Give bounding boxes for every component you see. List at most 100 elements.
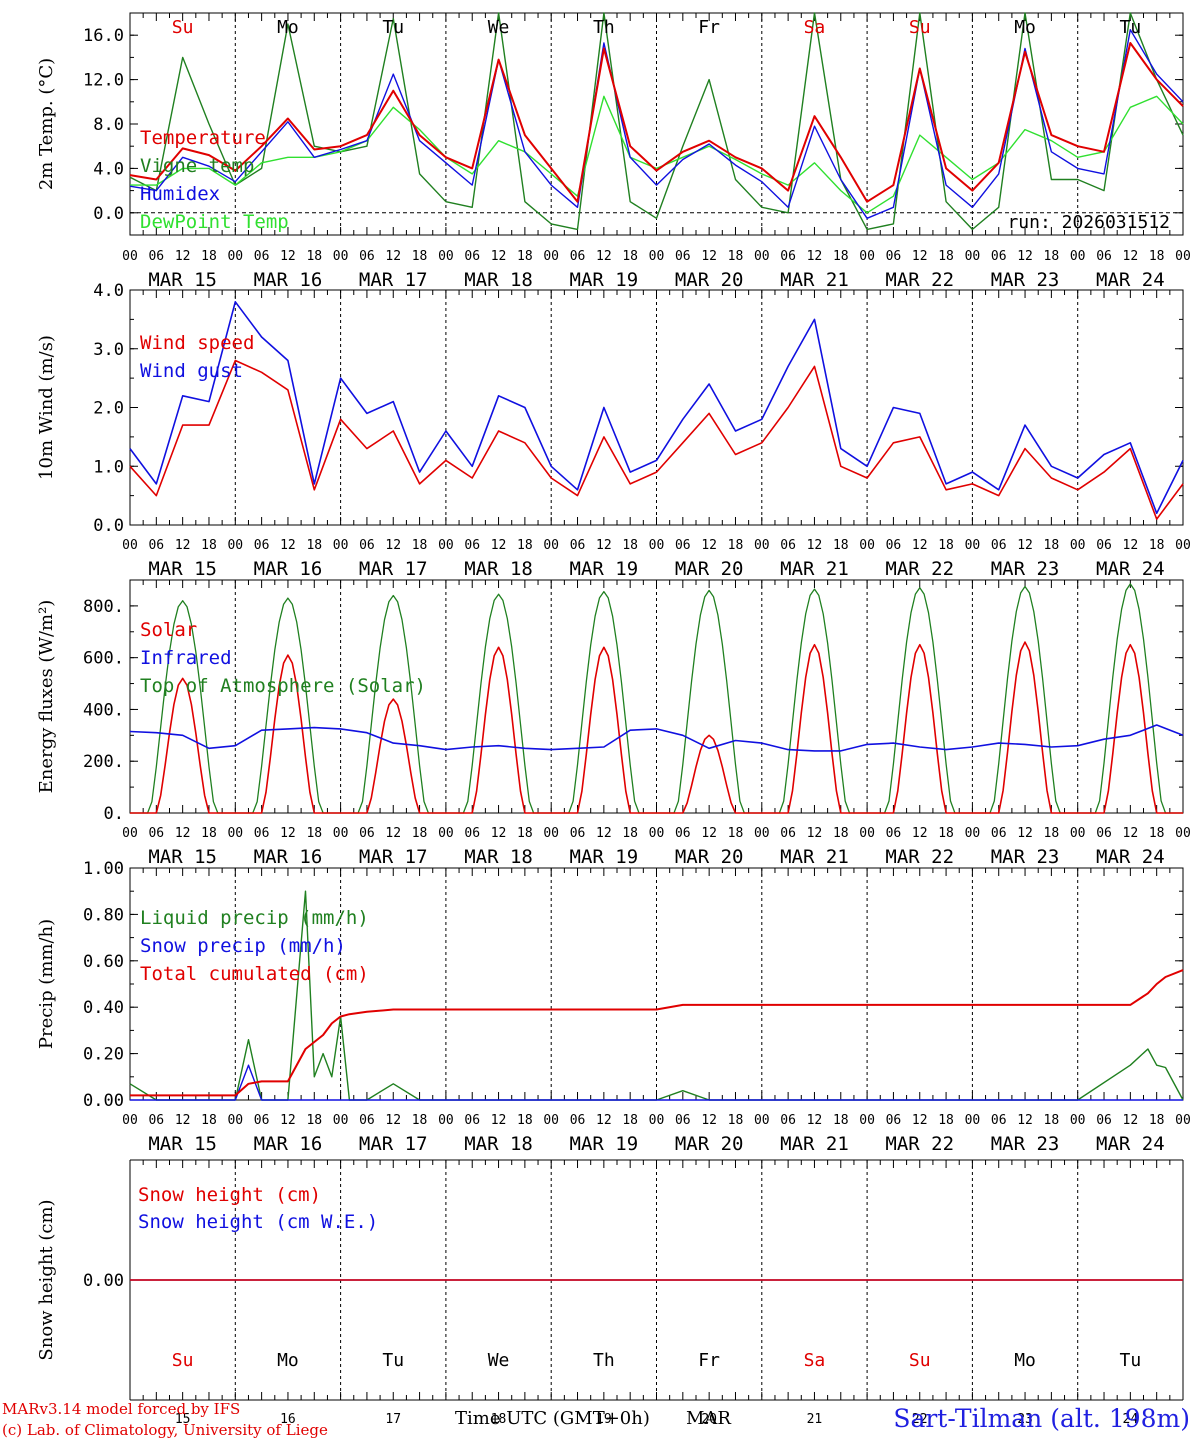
day-number: 22 bbox=[912, 1412, 928, 1427]
date-label: MAR 23 bbox=[991, 269, 1060, 291]
hour-label: 00 bbox=[227, 249, 243, 264]
day-number: 15 bbox=[175, 1412, 191, 1427]
legend-item: Infrared bbox=[140, 647, 232, 669]
hour-label: 18 bbox=[517, 249, 533, 264]
hour-label: 18 bbox=[517, 826, 533, 841]
date-label: MAR 16 bbox=[254, 846, 323, 868]
day-name-bottom: Fr bbox=[698, 1350, 720, 1371]
hour-label: 06 bbox=[991, 538, 1007, 553]
hour-label: 18 bbox=[622, 538, 638, 553]
hour-label: 00 bbox=[333, 538, 349, 553]
day-name-bottom: Su bbox=[172, 1350, 194, 1371]
date-label: MAR 24 bbox=[1096, 846, 1165, 868]
date-label: MAR 24 bbox=[1096, 558, 1165, 580]
hour-label: 00 bbox=[543, 1113, 559, 1128]
hour-label: 18 bbox=[938, 538, 954, 553]
y-tick-label: 400. bbox=[83, 700, 124, 720]
hour-label: 18 bbox=[412, 249, 428, 264]
hour-label: 06 bbox=[991, 826, 1007, 841]
date-label: MAR 22 bbox=[885, 269, 954, 291]
legend-item: Snow height (cm) bbox=[138, 1184, 321, 1206]
hour-label: 00 bbox=[1070, 249, 1086, 264]
hour-label: 06 bbox=[675, 1113, 691, 1128]
series-red-line bbox=[129, 359, 1184, 520]
date-label: MAR 19 bbox=[570, 269, 639, 291]
y-axis-title: Snow height (cm) bbox=[36, 1199, 57, 1360]
hour-label: 12 bbox=[175, 249, 191, 264]
panel-2: 0.0 1.0 2.0 3.0 4.0 10m Wind (m/s) 00 06 12 18 MAR… bbox=[36, 281, 1191, 580]
date-label: MAR 24 bbox=[1096, 1133, 1165, 1155]
hour-label: 06 bbox=[464, 826, 480, 841]
hour-label: 00 bbox=[438, 826, 454, 841]
date-label: MAR 23 bbox=[991, 1133, 1060, 1155]
y-tick-label: 8.0 bbox=[93, 115, 124, 135]
y-tick-label: 0. bbox=[104, 804, 124, 824]
date-label: MAR 22 bbox=[885, 1133, 954, 1155]
hour-label: 18 bbox=[517, 538, 533, 553]
hour-label: 18 bbox=[728, 826, 744, 841]
hour-label: 06 bbox=[570, 1113, 586, 1128]
day-number: 24 bbox=[1123, 1412, 1139, 1427]
hour-label: 18 bbox=[1149, 249, 1165, 264]
day-name-bottom: Tu bbox=[382, 1350, 404, 1371]
series-red-line bbox=[129, 42, 1184, 203]
hour-label: 00 bbox=[649, 249, 665, 264]
y-tick-label: 0.20 bbox=[83, 1045, 124, 1065]
day-name-bottom: Th bbox=[593, 1350, 615, 1371]
hour-label: 18 bbox=[728, 1113, 744, 1128]
hour-label: 06 bbox=[254, 538, 270, 553]
series-darkgreen-line bbox=[129, 12, 1184, 231]
hour-label: 12 bbox=[1123, 1113, 1139, 1128]
hour-label: 06 bbox=[1096, 826, 1112, 841]
day-name-bottom: Mo bbox=[1014, 1350, 1036, 1371]
hour-label: 00 bbox=[438, 1113, 454, 1128]
hour-label: 18 bbox=[412, 826, 428, 841]
date-label: MAR 24 bbox=[1096, 269, 1165, 291]
hour-label: 18 bbox=[1044, 1113, 1060, 1128]
y-tick-label: 0.60 bbox=[83, 952, 124, 972]
hour-label: 12 bbox=[596, 249, 612, 264]
hour-label: 18 bbox=[938, 826, 954, 841]
hour-label: 06 bbox=[464, 1113, 480, 1128]
day-number: 16 bbox=[280, 1412, 296, 1427]
hour-label: 12 bbox=[807, 1113, 823, 1128]
hour-label: 06 bbox=[570, 538, 586, 553]
hour-label: 12 bbox=[1017, 1113, 1033, 1128]
date-label: MAR 15 bbox=[148, 558, 217, 580]
date-label: MAR 15 bbox=[148, 846, 217, 868]
hour-label: 12 bbox=[807, 249, 823, 264]
date-label: MAR 16 bbox=[254, 1133, 323, 1155]
hour-label: 00 bbox=[1070, 1113, 1086, 1128]
hour-label: 06 bbox=[1096, 1113, 1112, 1128]
station-name: Sart-Tilman (alt. 198m) bbox=[893, 1404, 1190, 1433]
hour-label: 12 bbox=[175, 826, 191, 841]
hour-label: 18 bbox=[1149, 538, 1165, 553]
hour-label: 06 bbox=[254, 1113, 270, 1128]
day-name-top: Mo bbox=[277, 17, 299, 38]
hour-label: 12 bbox=[280, 1113, 296, 1128]
hour-label: 06 bbox=[1096, 249, 1112, 264]
y-tick-label: 2.0 bbox=[93, 399, 124, 419]
day-number: 17 bbox=[385, 1412, 401, 1427]
hour-label: 12 bbox=[1017, 826, 1033, 841]
hour-label: 00 bbox=[438, 538, 454, 553]
date-label: MAR 18 bbox=[464, 1133, 533, 1155]
hour-label: 00 bbox=[543, 249, 559, 264]
hour-label: 18 bbox=[938, 1113, 954, 1128]
legend-item: Total cumulated (cm) bbox=[140, 963, 369, 985]
hour-label: 12 bbox=[596, 538, 612, 553]
hour-label: 18 bbox=[306, 538, 322, 553]
day-name-bottom: We bbox=[488, 1350, 510, 1371]
footer-credit-lab: (c) Lab. of Climatology, University of L… bbox=[2, 1421, 328, 1439]
hour-label: 12 bbox=[1123, 538, 1139, 553]
hour-label: 12 bbox=[1017, 538, 1033, 553]
hour-label: 06 bbox=[675, 538, 691, 553]
hour-label: 12 bbox=[701, 1113, 717, 1128]
hour-label: 00 bbox=[227, 1113, 243, 1128]
day-number: 20 bbox=[701, 1412, 717, 1427]
day-name-top: Tu bbox=[1120, 17, 1142, 38]
legend-item: DewPoint Temp bbox=[140, 211, 289, 233]
hour-label: 00 bbox=[122, 249, 138, 264]
hour-label: 06 bbox=[359, 1113, 375, 1128]
day-name-top: Su bbox=[909, 17, 931, 38]
